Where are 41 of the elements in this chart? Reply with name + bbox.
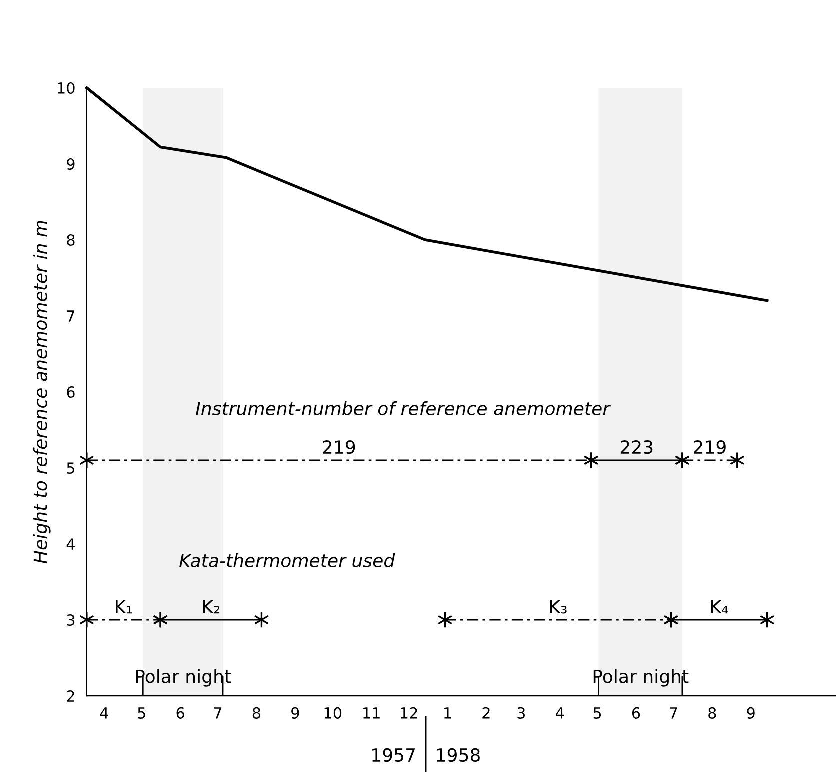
y-tick-label: 5 (67, 462, 74, 474)
band-label: Polar night (136, 669, 232, 687)
x-tick-label: 7 (214, 708, 222, 719)
y-tick-label: 7 (67, 310, 75, 322)
x-tick-label: 4 (100, 708, 108, 719)
x-tick-label: 12 (400, 707, 418, 719)
series-label: K₁ (116, 600, 132, 614)
x-tick-label: 9 (292, 707, 300, 719)
annotation: Kata-thermometer used (180, 554, 396, 568)
x-tick-label: 1 (444, 708, 452, 719)
text: 1958 (437, 748, 480, 762)
y-axis-title: Height to reference anemometer in m (33, 221, 51, 564)
x-tick-label: 5 (138, 708, 146, 719)
y-tick-label: 8 (67, 234, 75, 246)
x-tick-label: 5 (594, 708, 602, 719)
x-tick-label: 7 (670, 708, 678, 719)
x-tick-label: 8 (252, 707, 261, 719)
x-tick-label: 3 (518, 707, 526, 719)
x-tick-label: 8 (708, 707, 716, 719)
x-tick-label: 10 (324, 707, 342, 719)
text: 1957 (372, 748, 415, 762)
x-tick-label: 4 (556, 708, 564, 719)
series-label: 219 (323, 440, 356, 454)
y-tick-label: 2 (67, 690, 74, 702)
y-tick-label: 9 (67, 158, 75, 170)
x-tick-label: 2 (482, 707, 490, 719)
annotation: Instrument-number of reference anemometer (196, 402, 612, 416)
x-tick-label: 11 (364, 708, 380, 719)
band-label: Polar night (594, 669, 689, 687)
series-label: K₃ (550, 600, 567, 614)
x-tick-label: 6 (176, 707, 184, 719)
y-tick-label: 6 (67, 386, 75, 398)
series-label: K₂ (203, 600, 220, 614)
x-tick-label: 6 (632, 707, 640, 719)
x-tick-label: 9 (747, 707, 755, 719)
y-tick-label: 10 (58, 82, 75, 94)
series-label: K₄ (712, 600, 728, 614)
series-label: 219 (694, 440, 726, 454)
y-tick-label: 4 (66, 538, 75, 550)
y-tick-label: 3 (67, 614, 75, 626)
series-label: 223 (620, 440, 653, 454)
